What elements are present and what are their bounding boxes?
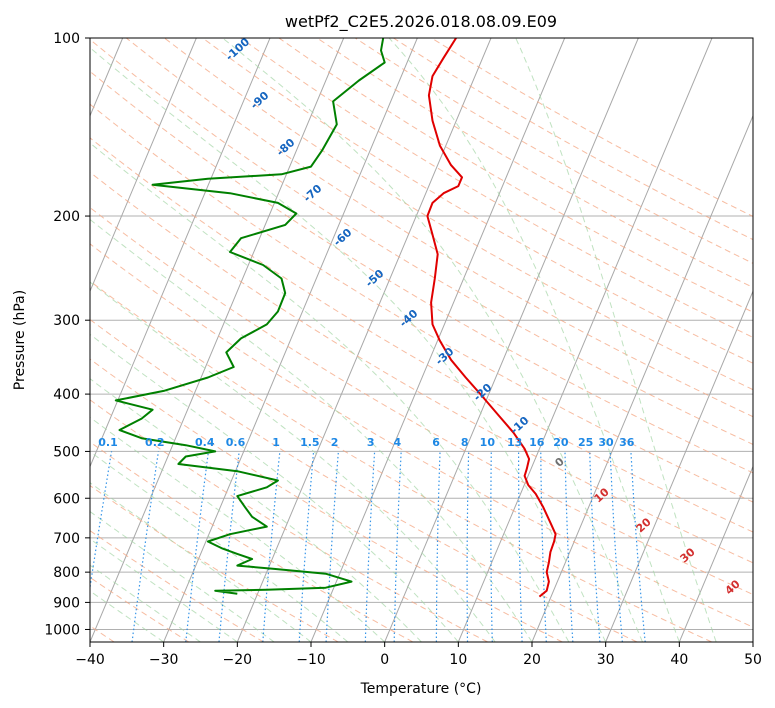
sounding-series — [114, 38, 557, 598]
y-tick-label: 900 — [53, 595, 80, 611]
x-tick-label: 0 — [380, 652, 389, 668]
dry-adiabat-line — [90, 484, 339, 642]
moist-adiabat-line — [90, 450, 349, 642]
dry-adiabat-line — [90, 441, 414, 642]
sounding-series-line — [426, 38, 557, 598]
x-tick-label: 20 — [523, 652, 541, 668]
y-tick-label: 300 — [53, 313, 80, 329]
x-tick-label: −10 — [296, 652, 326, 668]
moist-adiabat-line — [515, 38, 717, 642]
dry-adiabat-line — [90, 103, 753, 503]
dry-adiabat-line — [202, 38, 753, 364]
isotherm-line — [236, 38, 492, 642]
mixing-ratio-label: 6 — [432, 436, 440, 449]
x-tick-label: 30 — [597, 652, 615, 668]
dry-adiabat-line — [90, 318, 638, 642]
mixing-ratio-line — [131, 451, 159, 642]
mixing-ratio-label: 0.6 — [226, 436, 246, 449]
y-tick-label: 800 — [53, 565, 80, 581]
chart-title: wetPf2_C2E5.2026.018.08.09.E09 — [285, 12, 557, 32]
isotherm-line — [605, 289, 753, 642]
mixing-ratio-label: 13 — [507, 436, 522, 449]
mixing-ratio-label: 0.1 — [98, 436, 118, 449]
mixing-ratio-label: 20 — [553, 436, 569, 449]
moist-adiabat-line — [90, 142, 570, 642]
dry-adiabat-line — [90, 38, 753, 445]
y-axis: 100 200 300 400 500 600 700 800 900 1000 — [44, 31, 90, 638]
y-tick-label: 1000 — [44, 622, 80, 638]
x-tick-label: −40 — [75, 652, 105, 668]
dry-adiabat-line — [90, 137, 753, 533]
x-tick-label: −20 — [223, 652, 253, 668]
mixing-ratio-label: 1.5 — [300, 436, 320, 449]
mixing-ratio-label: 10 — [480, 436, 496, 449]
y-tick-label: 500 — [53, 444, 80, 460]
moist-adiabat-line — [90, 333, 459, 642]
moist-adiabat-line — [90, 281, 496, 642]
moist-adiabat-line — [90, 218, 533, 642]
isotherm-line — [90, 38, 197, 293]
dry-adiabat-line — [125, 38, 753, 418]
mixing-ratio-label: 2 — [331, 436, 339, 449]
mixing-ratio-label: 0.4 — [195, 436, 215, 449]
mixing-ratio-label: 8 — [461, 436, 469, 449]
isotherm-line — [678, 465, 753, 642]
y-tick-label: 600 — [53, 491, 80, 507]
isotherm-line — [384, 38, 639, 642]
x-tick-label: 10 — [449, 652, 467, 668]
dry-adiabat-line — [240, 38, 753, 338]
dry-adiabat-line — [90, 70, 753, 474]
plot-area — [90, 38, 753, 642]
mixing-ratio-label: 1 — [272, 436, 280, 449]
y-tick-label: 200 — [53, 209, 80, 225]
moist-adiabat-line — [90, 47, 607, 642]
mixing-ratio-lines — [90, 451, 646, 642]
dry-adiabat-line — [90, 399, 488, 642]
mixing-ratio-label: 16 — [529, 436, 545, 449]
moist-adiabat-line — [90, 482, 312, 642]
isotherm-line — [531, 114, 753, 642]
mixing-ratio-line — [90, 451, 113, 592]
moist-adiabat-line — [90, 590, 164, 642]
sounding-series-line — [114, 38, 386, 595]
mixing-ratio-label: 36 — [619, 436, 635, 449]
dry-adiabat-line — [90, 243, 753, 628]
mixing-ratio-label: 0.2 — [145, 436, 165, 449]
dry-adiabat-line — [90, 530, 264, 642]
mixing-ratio-label: 30 — [598, 436, 614, 449]
y-tick-label: 100 — [53, 31, 80, 47]
x-tick-label: 40 — [670, 652, 688, 668]
dry-adiabats — [90, 38, 753, 642]
y-tick-label: 400 — [53, 387, 80, 403]
y-axis-label: Pressure (hPa) — [12, 290, 28, 390]
moist-adiabats — [90, 38, 717, 642]
moist-adiabat-line — [222, 38, 643, 642]
mixing-ratio-label: 25 — [578, 436, 593, 449]
x-axis: −40 −30 −20 −10 0 10 20 30 40 50 — [75, 642, 762, 668]
mixing-ratio-label: 4 — [393, 436, 401, 449]
dry-adiabat-line — [90, 358, 563, 642]
moist-adiabat-line — [90, 378, 422, 642]
isotherm-line — [90, 38, 271, 468]
mixing-ratio-label: 3 — [367, 436, 375, 449]
dry-adiabat-line — [90, 280, 712, 642]
mixing-ratio-line — [185, 451, 209, 642]
isotherm-line — [163, 38, 418, 642]
grid-lines — [90, 38, 753, 630]
mixing-ratio-line — [218, 451, 240, 642]
moist-adiabat-line — [90, 416, 386, 642]
x-axis-label: Temperature (°C) — [360, 681, 482, 697]
dry-adiabat-line — [90, 171, 753, 564]
dry-adiabat-line — [90, 206, 753, 596]
x-tick-label: 50 — [744, 652, 762, 668]
moist-adiabat-line — [388, 38, 680, 642]
isotherm-line — [457, 38, 713, 642]
y-tick-label: 700 — [53, 531, 80, 547]
plot-frame — [89, 37, 754, 643]
x-tick-label: −30 — [149, 652, 179, 668]
